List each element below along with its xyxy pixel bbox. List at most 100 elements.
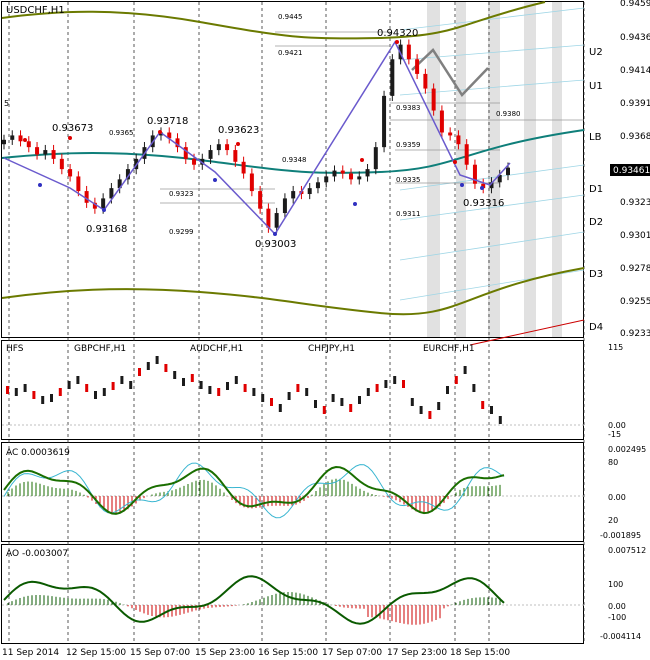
price-tick: 0.93236: [620, 198, 650, 208]
candle-body: [158, 132, 163, 136]
ac-title: AC 0.0003619: [6, 448, 70, 458]
hfs-candle: [498, 416, 502, 424]
candle-body: [18, 135, 23, 142]
hfs-candle: [102, 388, 106, 396]
candle-body: [35, 147, 40, 155]
hfs-candle: [252, 388, 256, 396]
zigzag-group: [3, 40, 511, 236]
time-tick: 11 Sep 2014: [2, 648, 59, 658]
time-tick: 12 Sep 15:00: [66, 648, 126, 658]
hfs-candle: [428, 411, 432, 419]
lower-envelope: [1, 267, 585, 316]
candle-body: [2, 139, 6, 145]
candle-body: [431, 88, 436, 111]
time-tick: 18 Sep 15:00: [450, 648, 510, 658]
hfs-candle: [454, 376, 458, 384]
candle-body: [489, 182, 494, 189]
candle-body: [125, 169, 130, 180]
price-tick: 0.93911: [620, 99, 650, 109]
level-label-d3: D3: [589, 269, 603, 280]
shaded-bands: [427, 2, 562, 337]
level-label-u2: U2: [589, 47, 603, 58]
price-tick: 0.94141: [620, 66, 650, 76]
level-labels: U2 U1 LB D1 D2 D3 D4: [589, 47, 603, 333]
hfs-axis-tick: 115: [608, 343, 623, 352]
ao-axis-tick: 0.00: [608, 602, 626, 611]
candle-body: [456, 135, 461, 145]
ac-axis-tick: 20: [608, 516, 618, 525]
ao-axis-tick: -100: [608, 613, 626, 622]
hfs-candle: [296, 384, 300, 392]
hfs-candle: [85, 384, 89, 392]
candle-body: [448, 132, 453, 136]
forecast-zigzag: [411, 48, 489, 98]
hfs-candle: [58, 388, 62, 396]
hfs-candle: [199, 381, 203, 389]
hfs-candle: [463, 366, 467, 374]
level-label-u1: U1: [589, 81, 603, 92]
candle-body: [192, 158, 197, 165]
hfs-candle: [331, 394, 335, 402]
hfs-candle: [6, 386, 9, 394]
price-tick: 0.94591: [620, 0, 650, 9]
signal-dot: [158, 130, 162, 134]
hfs-candle: [41, 396, 45, 404]
instrument-label: EURCHF,H1: [423, 344, 475, 354]
candle-body: [51, 150, 56, 159]
ac-fast-line: [3, 462, 505, 519]
level-value: 0.9359: [396, 141, 421, 149]
candle-body: [340, 170, 345, 174]
hfs-candle: [76, 376, 80, 384]
candle-body: [472, 164, 477, 184]
projection-line: [399, 164, 585, 191]
signal-dot: [460, 183, 464, 187]
signal-dot: [213, 178, 217, 182]
hfs-candle: [50, 394, 53, 402]
candle-body: [175, 138, 180, 148]
hfs-candle: [402, 380, 405, 388]
hfs-candle: [190, 374, 194, 382]
signal-dot: [38, 183, 42, 187]
candle-body: [109, 188, 114, 199]
level-value: 0.9311: [396, 210, 421, 218]
candle-body: [373, 147, 378, 170]
hfs-candle: [94, 391, 97, 399]
hfs-candle: [208, 386, 212, 394]
candle-body: [76, 176, 81, 192]
signal-dot: [453, 160, 457, 164]
hfs-candle: [173, 371, 177, 379]
hfs-candle: [146, 362, 150, 370]
forecast-shade: [488, 2, 500, 337]
projection-line: [399, 79, 585, 96]
candle-body: [332, 170, 337, 177]
day-separators: [8, 2, 585, 643]
hfs-candle: [305, 388, 309, 396]
projection-line: [399, 7, 585, 31]
hfs-candle: [234, 376, 238, 384]
projection-line: [399, 44, 585, 61]
pivot-label: 0.93316: [463, 198, 504, 209]
candle-body: [241, 161, 246, 174]
candle-body: [208, 150, 213, 159]
price-tick: 0.92786: [620, 264, 650, 274]
forecast-shade: [427, 2, 440, 337]
candle-body: [249, 173, 254, 192]
candle-body: [497, 174, 502, 183]
candle-body: [357, 176, 362, 180]
time-tick: 15 Sep 07:00: [130, 648, 190, 658]
hfs-candle: [287, 392, 291, 400]
candle-body: [274, 213, 279, 228]
candle-body: [415, 59, 420, 74]
candle-body: [282, 198, 287, 214]
candle-body: [216, 144, 221, 151]
time-tick: 17 Sep 07:00: [322, 648, 382, 658]
hfs-candle: [129, 381, 133, 389]
hfs-candle: [472, 384, 476, 392]
candle-body: [200, 158, 205, 165]
hfs-candle: [120, 376, 124, 384]
hfs-candle: [419, 406, 423, 414]
candle-body: [26, 141, 31, 148]
candle-body: [101, 198, 106, 209]
